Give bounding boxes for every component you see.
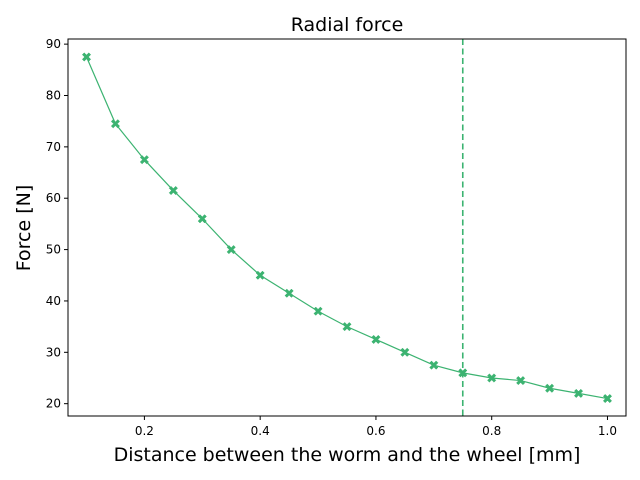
x-tick-label: 0.8 (482, 424, 501, 438)
data-point-marker (226, 245, 236, 255)
y-tick-label: 50 (46, 243, 61, 257)
data-point-marker (458, 368, 468, 378)
data-point-marker (400, 347, 410, 357)
data-point-marker (313, 306, 323, 316)
y-tick-label: 80 (46, 88, 61, 102)
data-point-marker (255, 270, 265, 280)
data-point-marker (487, 373, 497, 383)
data-point-marker (602, 393, 613, 404)
data-point-marker (573, 388, 584, 398)
data-point-marker (197, 214, 207, 224)
plot-area (81, 39, 613, 416)
y-tick-label: 30 (46, 345, 61, 359)
data-point-marker (168, 185, 178, 196)
y-tick-label: 40 (46, 294, 61, 308)
data-point-marker (429, 360, 439, 370)
data-point-marker (371, 334, 381, 345)
y-tick-label: 70 (46, 140, 61, 154)
data-point-marker (81, 52, 92, 62)
data-point-marker (139, 155, 149, 165)
data-point-marker (342, 322, 352, 332)
data-point-marker (545, 383, 555, 393)
x-ticks: 0.2 0.4 0.6 0.8 1.0 (135, 416, 617, 438)
x-tick-label: 0.2 (135, 424, 154, 438)
y-tick-label: 20 (46, 397, 61, 411)
x-tick-label: 0.6 (366, 424, 385, 438)
y-tick-label: 60 (46, 191, 61, 205)
chart-title: Radial force (291, 14, 404, 36)
x-tick-label: 1.0 (598, 424, 617, 438)
x-axis-label: Distance between the worm and the wheel … (114, 444, 581, 466)
data-point-marker (516, 376, 526, 386)
x-tick-label: 0.4 (251, 424, 270, 438)
y-ticks: 20 30 40 50 60 70 80 90 (46, 37, 68, 411)
data-point-marker (110, 119, 121, 129)
y-axis-label: Force [N] (13, 185, 35, 271)
y-tick-label: 90 (46, 37, 61, 51)
axes-frame (67, 38, 627, 417)
data-point-marker (284, 288, 294, 298)
